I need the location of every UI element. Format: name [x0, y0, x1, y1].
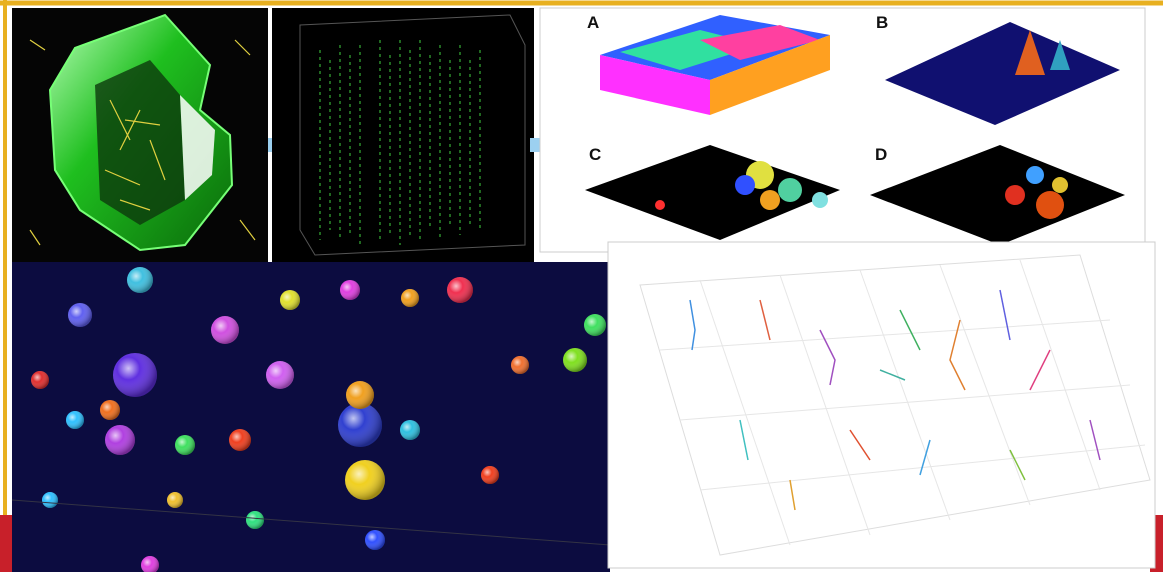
vector-field-image	[272, 8, 534, 266]
panel-label: D	[875, 145, 887, 164]
collage: A B C D	[0, 0, 1163, 572]
panel-label: C	[589, 145, 601, 164]
panel-label: B	[876, 13, 888, 32]
crystal-image	[12, 8, 268, 262]
panel-label: A	[587, 13, 599, 32]
spheres-image	[12, 262, 610, 572]
tracks-image	[608, 242, 1155, 568]
subplot-grid: A B C D	[540, 8, 1145, 252]
